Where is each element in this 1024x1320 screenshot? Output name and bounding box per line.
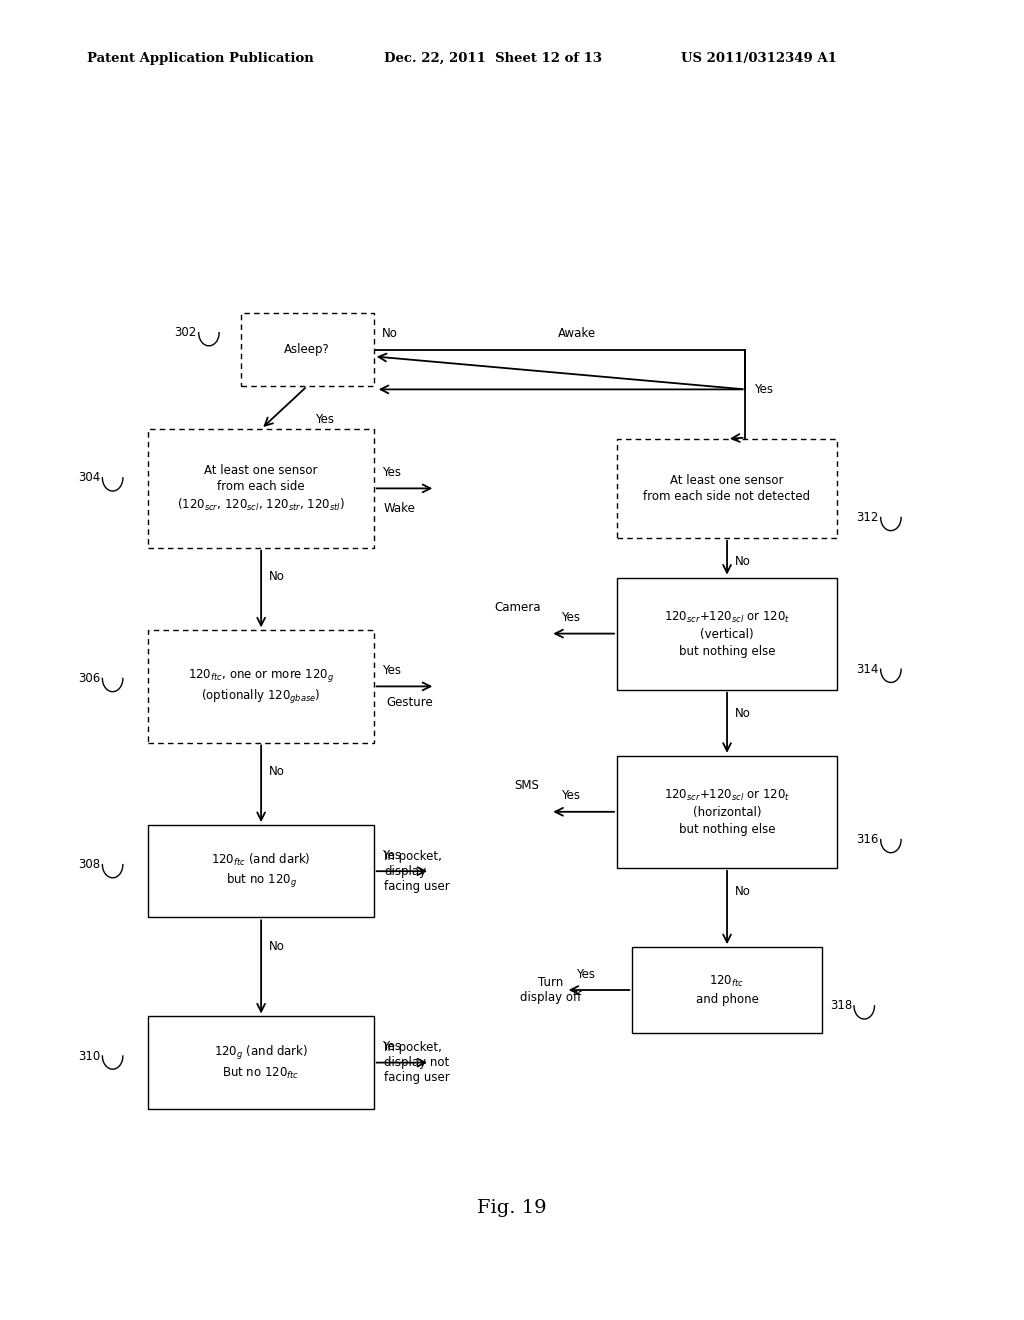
Text: No: No: [735, 886, 752, 898]
FancyBboxPatch shape: [241, 313, 374, 385]
Text: SMS: SMS: [514, 779, 540, 792]
FancyBboxPatch shape: [616, 578, 837, 689]
FancyBboxPatch shape: [632, 948, 821, 1032]
Text: 316: 316: [856, 833, 879, 846]
Text: 318: 318: [829, 999, 852, 1012]
Text: Yes: Yes: [560, 611, 580, 624]
Text: At least one sensor
from each side not detected: At least one sensor from each side not d…: [643, 474, 811, 503]
Text: Yes: Yes: [382, 849, 401, 862]
Text: In pocket,
display not
facing user: In pocket, display not facing user: [384, 1041, 450, 1084]
Text: 304: 304: [78, 471, 100, 484]
Text: At least one sensor
from each side
(120$_{scr}$, 120$_{scl}$, 120$_{str}$, 120$_: At least one sensor from each side (120$…: [177, 463, 345, 513]
Text: Fig. 19: Fig. 19: [477, 1199, 547, 1217]
Text: US 2011/0312349 A1: US 2011/0312349 A1: [681, 51, 837, 65]
Text: Awake: Awake: [558, 327, 596, 341]
Text: 120$_{ftc}$ (and dark)
but no 120$_g$: 120$_{ftc}$ (and dark) but no 120$_g$: [211, 853, 311, 890]
Text: 312: 312: [856, 511, 879, 524]
Text: In pocket,
display
facing user: In pocket, display facing user: [384, 850, 450, 892]
Text: Camera: Camera: [494, 601, 541, 614]
Text: Asleep?: Asleep?: [285, 343, 330, 356]
FancyBboxPatch shape: [616, 755, 837, 869]
Text: 120$_{ftc}$, one or more 120$_g$
(optionally 120$_{gbase}$): 120$_{ftc}$, one or more 120$_g$ (option…: [188, 667, 334, 706]
Text: 306: 306: [78, 672, 100, 685]
Text: 308: 308: [78, 858, 100, 871]
Text: Yes: Yes: [315, 413, 335, 425]
Text: No: No: [269, 766, 286, 777]
Text: Yes: Yes: [575, 968, 595, 981]
Text: 120$_g$ (and dark)
But no 120$_{ftc}$: 120$_g$ (and dark) But no 120$_{ftc}$: [214, 1044, 308, 1081]
Text: No: No: [735, 708, 752, 719]
FancyBboxPatch shape: [148, 429, 374, 548]
Text: Gesture: Gesture: [386, 696, 433, 709]
FancyBboxPatch shape: [148, 631, 374, 742]
Text: Turn
display off: Turn display off: [520, 975, 581, 1005]
Text: Dec. 22, 2011  Sheet 12 of 13: Dec. 22, 2011 Sheet 12 of 13: [384, 51, 602, 65]
Text: 120$_{ftc}$
and phone: 120$_{ftc}$ and phone: [695, 974, 759, 1006]
Text: Patent Application Publication: Patent Application Publication: [87, 51, 313, 65]
Text: Wake: Wake: [384, 502, 416, 515]
Text: Yes: Yes: [382, 466, 401, 479]
FancyBboxPatch shape: [148, 1016, 374, 1109]
Text: No: No: [269, 940, 286, 953]
Text: 302: 302: [174, 326, 197, 339]
Text: 314: 314: [856, 663, 879, 676]
Text: No: No: [735, 556, 752, 568]
Text: Yes: Yes: [382, 664, 401, 677]
Text: Yes: Yes: [560, 789, 580, 803]
Text: No: No: [382, 327, 398, 341]
Text: 120$_{scr}$+120$_{scl}$ or 120$_t$
(horizontal)
but nothing else: 120$_{scr}$+120$_{scl}$ or 120$_t$ (hori…: [664, 788, 791, 836]
Text: 310: 310: [78, 1049, 100, 1063]
Text: Yes: Yes: [754, 383, 773, 396]
Text: 120$_{scr}$+120$_{scl}$ or 120$_t$
(vertical)
but nothing else: 120$_{scr}$+120$_{scl}$ or 120$_t$ (vert…: [664, 610, 791, 657]
FancyBboxPatch shape: [148, 825, 374, 917]
Text: Yes: Yes: [382, 1040, 401, 1053]
FancyBboxPatch shape: [616, 438, 837, 539]
Text: No: No: [269, 570, 286, 583]
